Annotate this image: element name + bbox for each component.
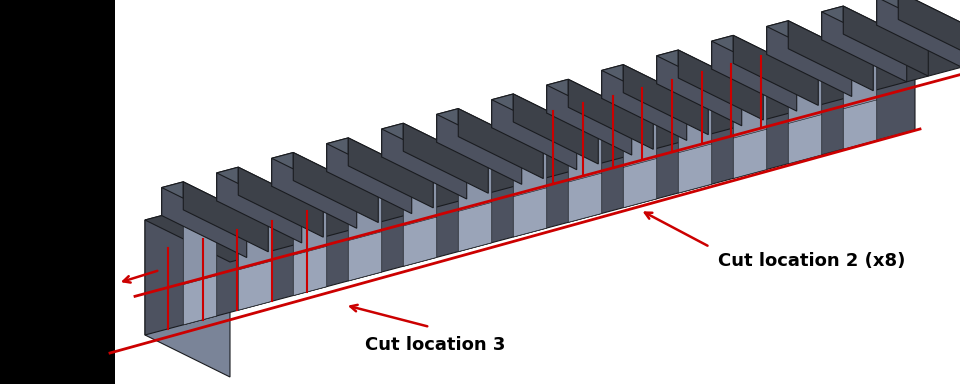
Polygon shape: [183, 276, 217, 325]
Polygon shape: [711, 35, 818, 83]
Polygon shape: [623, 159, 657, 208]
Polygon shape: [326, 144, 412, 214]
Polygon shape: [679, 144, 711, 193]
Polygon shape: [679, 69, 711, 193]
Polygon shape: [217, 167, 238, 201]
Polygon shape: [657, 56, 742, 126]
Polygon shape: [602, 65, 708, 113]
Polygon shape: [161, 187, 247, 258]
Polygon shape: [843, 25, 876, 149]
Polygon shape: [767, 21, 874, 68]
Polygon shape: [657, 50, 679, 84]
Polygon shape: [733, 35, 818, 105]
Polygon shape: [294, 152, 378, 222]
Polygon shape: [623, 65, 708, 135]
Polygon shape: [899, 0, 960, 61]
Polygon shape: [843, 100, 876, 149]
Polygon shape: [183, 182, 268, 252]
Polygon shape: [602, 65, 623, 98]
Polygon shape: [822, 12, 906, 82]
Polygon shape: [568, 98, 602, 222]
Polygon shape: [183, 201, 217, 325]
Polygon shape: [382, 123, 403, 157]
Polygon shape: [602, 70, 686, 141]
Polygon shape: [458, 109, 543, 179]
Polygon shape: [711, 35, 733, 69]
Polygon shape: [458, 128, 492, 252]
Text: Cut location 3: Cut location 3: [365, 336, 505, 354]
Polygon shape: [145, 15, 960, 262]
Polygon shape: [657, 50, 763, 98]
Polygon shape: [217, 173, 301, 243]
Polygon shape: [547, 85, 632, 155]
Polygon shape: [876, 0, 899, 25]
Polygon shape: [161, 182, 268, 230]
Polygon shape: [568, 79, 653, 149]
Polygon shape: [272, 152, 378, 200]
Polygon shape: [217, 167, 324, 215]
Polygon shape: [876, 0, 960, 39]
Polygon shape: [514, 94, 598, 164]
Polygon shape: [568, 173, 602, 222]
Polygon shape: [238, 186, 272, 310]
Polygon shape: [382, 123, 489, 171]
Polygon shape: [238, 167, 324, 237]
Polygon shape: [145, 15, 915, 335]
Polygon shape: [437, 114, 521, 184]
Polygon shape: [492, 94, 598, 142]
Polygon shape: [547, 79, 653, 127]
Polygon shape: [679, 50, 763, 120]
Polygon shape: [272, 152, 294, 186]
Polygon shape: [733, 129, 767, 179]
Polygon shape: [403, 123, 489, 193]
Polygon shape: [514, 188, 547, 237]
Polygon shape: [161, 182, 183, 215]
Polygon shape: [733, 55, 767, 179]
Polygon shape: [788, 40, 822, 164]
Polygon shape: [458, 202, 492, 252]
Polygon shape: [843, 6, 928, 76]
Polygon shape: [437, 109, 458, 142]
Polygon shape: [382, 129, 467, 199]
Polygon shape: [403, 217, 437, 266]
Polygon shape: [326, 138, 433, 185]
Polygon shape: [348, 157, 382, 281]
Polygon shape: [272, 158, 357, 228]
Polygon shape: [711, 41, 797, 111]
Text: Cut location 2 (x8): Cut location 2 (x8): [718, 252, 905, 270]
Polygon shape: [822, 6, 843, 40]
Polygon shape: [238, 261, 272, 310]
Polygon shape: [822, 6, 928, 54]
Polygon shape: [876, 0, 960, 67]
Polygon shape: [767, 26, 852, 96]
Polygon shape: [348, 232, 382, 281]
Polygon shape: [492, 100, 577, 170]
Polygon shape: [492, 94, 514, 128]
Polygon shape: [294, 247, 326, 296]
Polygon shape: [437, 109, 543, 156]
Polygon shape: [294, 172, 326, 296]
Polygon shape: [788, 114, 822, 164]
Polygon shape: [547, 79, 568, 113]
Polygon shape: [326, 138, 348, 172]
Polygon shape: [348, 138, 433, 208]
Polygon shape: [767, 21, 788, 55]
Polygon shape: [0, 0, 115, 384]
Polygon shape: [623, 84, 657, 208]
Polygon shape: [514, 113, 547, 237]
Polygon shape: [788, 21, 874, 91]
Polygon shape: [403, 142, 437, 266]
Polygon shape: [145, 220, 230, 377]
